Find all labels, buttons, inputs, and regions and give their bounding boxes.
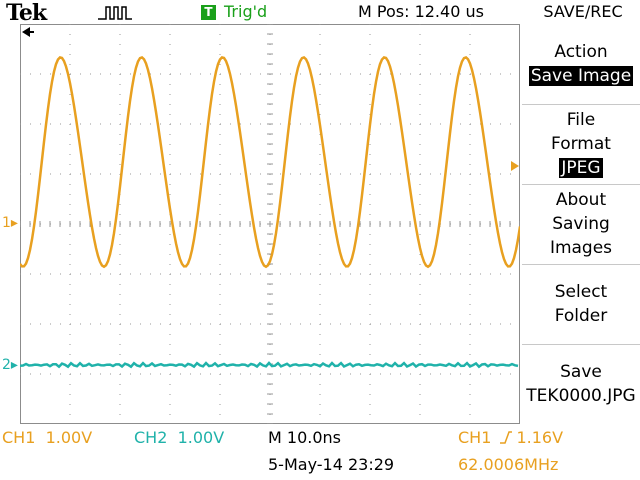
rising-edge-icon xyxy=(500,431,513,444)
horizontal-position: M Pos: 12.40 us xyxy=(358,2,484,21)
trigger-level-arrow xyxy=(511,161,519,171)
trigger-status: Trig'd xyxy=(224,2,268,21)
ch2-ground-marker: 2▸ xyxy=(2,357,18,373)
menu-about-saving-images[interactable]: About Saving Images xyxy=(549,190,613,258)
grid-lines xyxy=(20,24,520,424)
trigger-position-arrow xyxy=(22,27,30,37)
frequency-readout: 62.0006MHz xyxy=(458,455,559,474)
file-format-value: JPEG xyxy=(559,158,603,178)
menu-file-format[interactable]: File Format JPEG xyxy=(551,110,611,178)
ch2-scale-readout: CH2 1.00V xyxy=(134,428,225,447)
ch1-ground-marker: 1▸ xyxy=(2,215,18,231)
brand-logo: Tek xyxy=(6,0,47,26)
ch1-waveform xyxy=(20,55,520,269)
date-time: 5-May-14 23:29 xyxy=(268,455,395,474)
trigger-badge: T xyxy=(201,5,216,20)
ch2-waveform xyxy=(20,361,519,369)
action-value: Save Image xyxy=(528,66,634,86)
trigger-waveform-icon xyxy=(98,6,132,20)
timebase-readout: M 10.0ns xyxy=(268,428,341,447)
ch1-scale-readout: CH1 1.00V xyxy=(2,428,93,447)
graticule xyxy=(20,24,520,424)
menu-select-folder[interactable]: Select Folder xyxy=(554,282,608,326)
top-status-bar: Tek T Trig'd M Pos: 12.40 us SAVE/REC xyxy=(0,0,640,26)
trigger-readout: CH1 1.16V xyxy=(458,428,564,447)
menu-save[interactable]: Save TEK0000.JPG xyxy=(526,362,636,406)
menu-action[interactable]: Action Save Image xyxy=(528,42,634,86)
menu-title: SAVE/REC xyxy=(543,2,623,21)
